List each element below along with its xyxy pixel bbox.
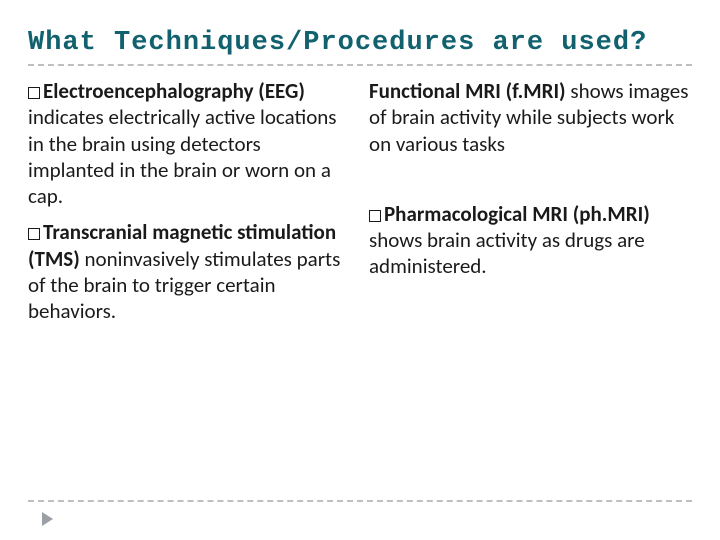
page-title: What Techniques/Procedures are used?: [28, 28, 692, 58]
checkbox-icon: [28, 228, 40, 240]
item-rest: shows brain activity as drugs are admini…: [369, 227, 645, 279]
checkbox-icon: [369, 210, 381, 222]
play-arrow-icon: [42, 512, 56, 526]
slide-container: What Techniques/Procedures are used? Ele…: [0, 0, 720, 540]
checkbox-icon: [28, 87, 40, 99]
list-item: Electroencephalography (EEG) indicates e…: [28, 78, 351, 209]
left-column: Electroencephalography (EEG) indicates e…: [28, 78, 351, 334]
list-item: Functional MRI (f.MRI) shows images of b…: [369, 78, 692, 157]
item-rest: indicates electrically active locations …: [28, 104, 337, 209]
item-bold: Functional MRI (f.MRI): [369, 78, 566, 104]
content-columns: Electroencephalography (EEG) indicates e…: [28, 78, 692, 334]
item-bold: Electroencephalography (EEG): [43, 78, 305, 104]
right-column: Functional MRI (f.MRI) shows images of b…: [369, 78, 692, 334]
divider-bottom: [28, 500, 692, 502]
divider-top: [28, 64, 692, 66]
item-bold: Pharmacological MRI (ph.MRI): [384, 201, 650, 227]
list-item: Transcranial magnetic stimulation (TMS) …: [28, 219, 351, 324]
list-item: Pharmacological MRI (ph.MRI) shows brain…: [369, 201, 692, 280]
